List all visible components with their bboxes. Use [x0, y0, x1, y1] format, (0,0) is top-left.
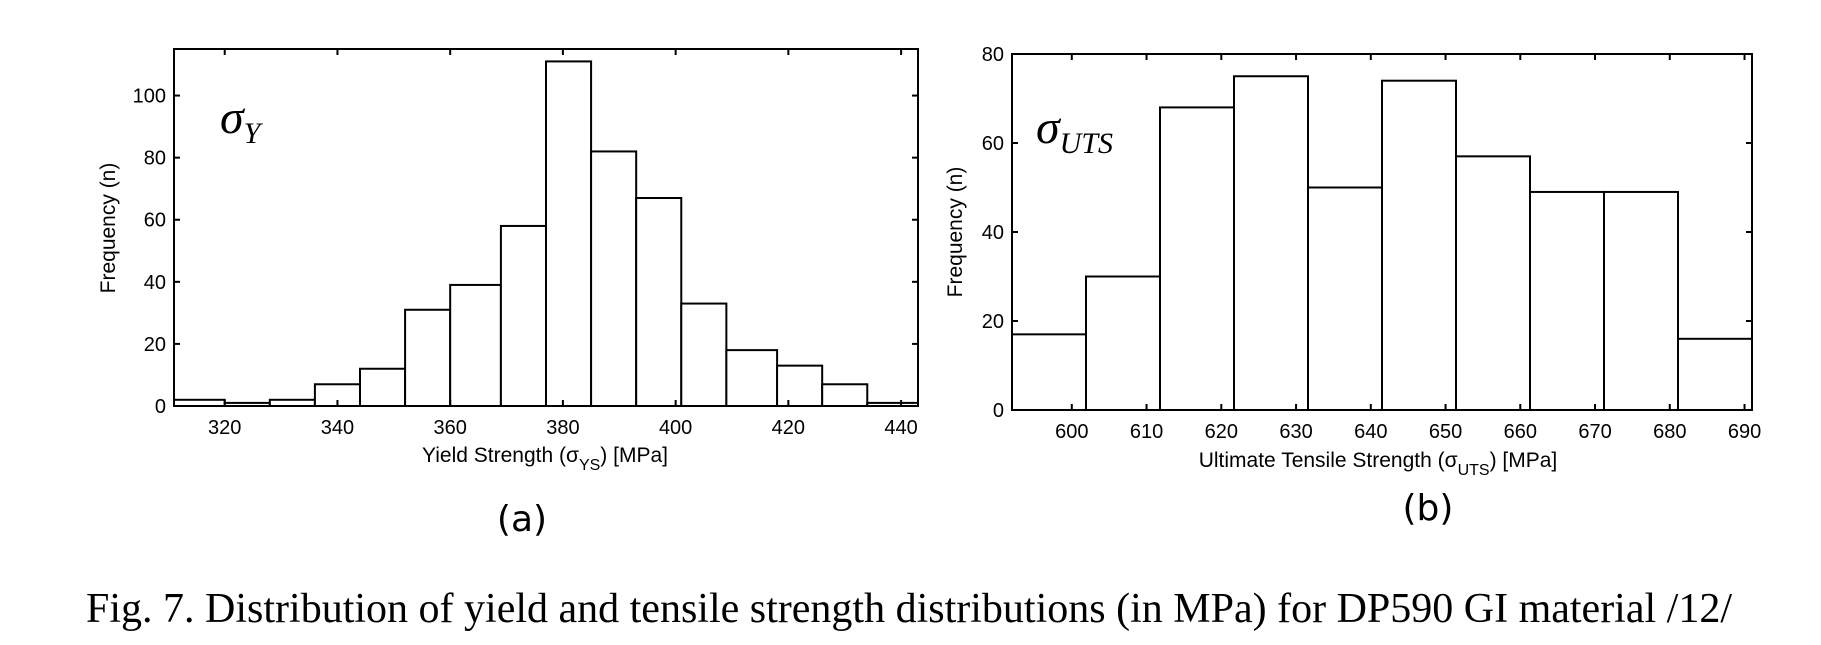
panel-label-a: (a)	[497, 499, 547, 540]
tensile-strength-histogram: 600 610 620 630 640 650 660 670 680 690020406080 …	[944, 44, 1761, 529]
histogram-bar	[821, 383, 869, 407]
y-tick-label: 80	[982, 44, 1004, 66]
histogram-bar	[449, 283, 502, 407]
y-tick-label: 40	[144, 272, 166, 294]
x-axis-label: Yield Strength (σYS) [MPa]	[422, 444, 668, 474]
histogram-bar	[1085, 275, 1161, 411]
x-tick-label: 420	[772, 417, 805, 439]
histogram-bar	[359, 367, 407, 408]
histogram-bar	[1159, 106, 1235, 412]
y-tick-label: 60	[144, 210, 166, 232]
y-axis-label: Frequency (n)	[944, 167, 967, 298]
x-tick-label: 670	[1578, 421, 1611, 443]
x-tick-label: 650	[1429, 421, 1462, 443]
y-tick-label: 20	[144, 334, 166, 356]
y-tick-label: 100	[133, 86, 166, 108]
y-tick-label: 0	[993, 400, 1004, 422]
x-tick-label: 340	[321, 417, 354, 439]
histogram-bar	[1011, 333, 1087, 412]
x-tick-label: 400	[659, 417, 692, 439]
x-tick-label: 640	[1354, 421, 1387, 443]
x-tick-label: 320	[208, 417, 241, 439]
y-axis-label: Frequency (n)	[97, 163, 120, 294]
sigma-y-annotation: σY	[220, 91, 264, 150]
histogram-bar	[776, 364, 824, 407]
x-axis-label: Ultimate Tensile Strength (σUTS) [MPa]	[1199, 449, 1558, 479]
x-tick-label: 380	[546, 417, 579, 439]
x-tick-label: 600	[1055, 421, 1088, 443]
histogram-bar	[1233, 75, 1309, 411]
y-tick-label: 0	[155, 396, 166, 418]
histogram-bar	[590, 150, 638, 407]
y-tick-label: 40	[982, 222, 1004, 244]
x-tick-label: 690	[1728, 421, 1761, 443]
y-tick-label: 60	[982, 133, 1004, 155]
histogram-bar	[1529, 190, 1605, 411]
y-tick-label: 80	[144, 148, 166, 170]
histogram-bar	[1381, 79, 1457, 411]
histogram-bar	[635, 197, 683, 407]
x-tick-label: 680	[1653, 421, 1686, 443]
figure-caption: Fig. 7. Distribution of yield and tensil…	[86, 586, 1732, 632]
x-tick-label: 630	[1279, 421, 1312, 443]
plot-frame	[173, 48, 919, 407]
panel-label-b: (b)	[1403, 488, 1454, 529]
histogram-bar	[1603, 190, 1679, 411]
histogram-bar	[499, 224, 547, 407]
histogram-bar	[1307, 186, 1383, 411]
x-tick-label: 610	[1130, 421, 1163, 443]
yield-strength-histogram: 320 340 360 380 400 420 440 0 20 40 60 80 100 σY Fre…	[97, 48, 919, 540]
histogram-bar	[1677, 337, 1753, 411]
x-tick-label: 660	[1504, 421, 1537, 443]
histogram-bar	[1455, 155, 1531, 411]
histogram-bar	[725, 349, 779, 407]
x-tick-label: 360	[433, 417, 466, 439]
x-tick-label: 440	[884, 417, 917, 439]
sigma-uts-annotation: σUTS	[1036, 101, 1113, 160]
histogram-bar	[545, 60, 593, 408]
x-tick-label: 620	[1205, 421, 1238, 443]
y-tick-label: 20	[982, 311, 1004, 333]
histogram-bar	[404, 308, 452, 408]
histogram-bar	[680, 302, 728, 407]
